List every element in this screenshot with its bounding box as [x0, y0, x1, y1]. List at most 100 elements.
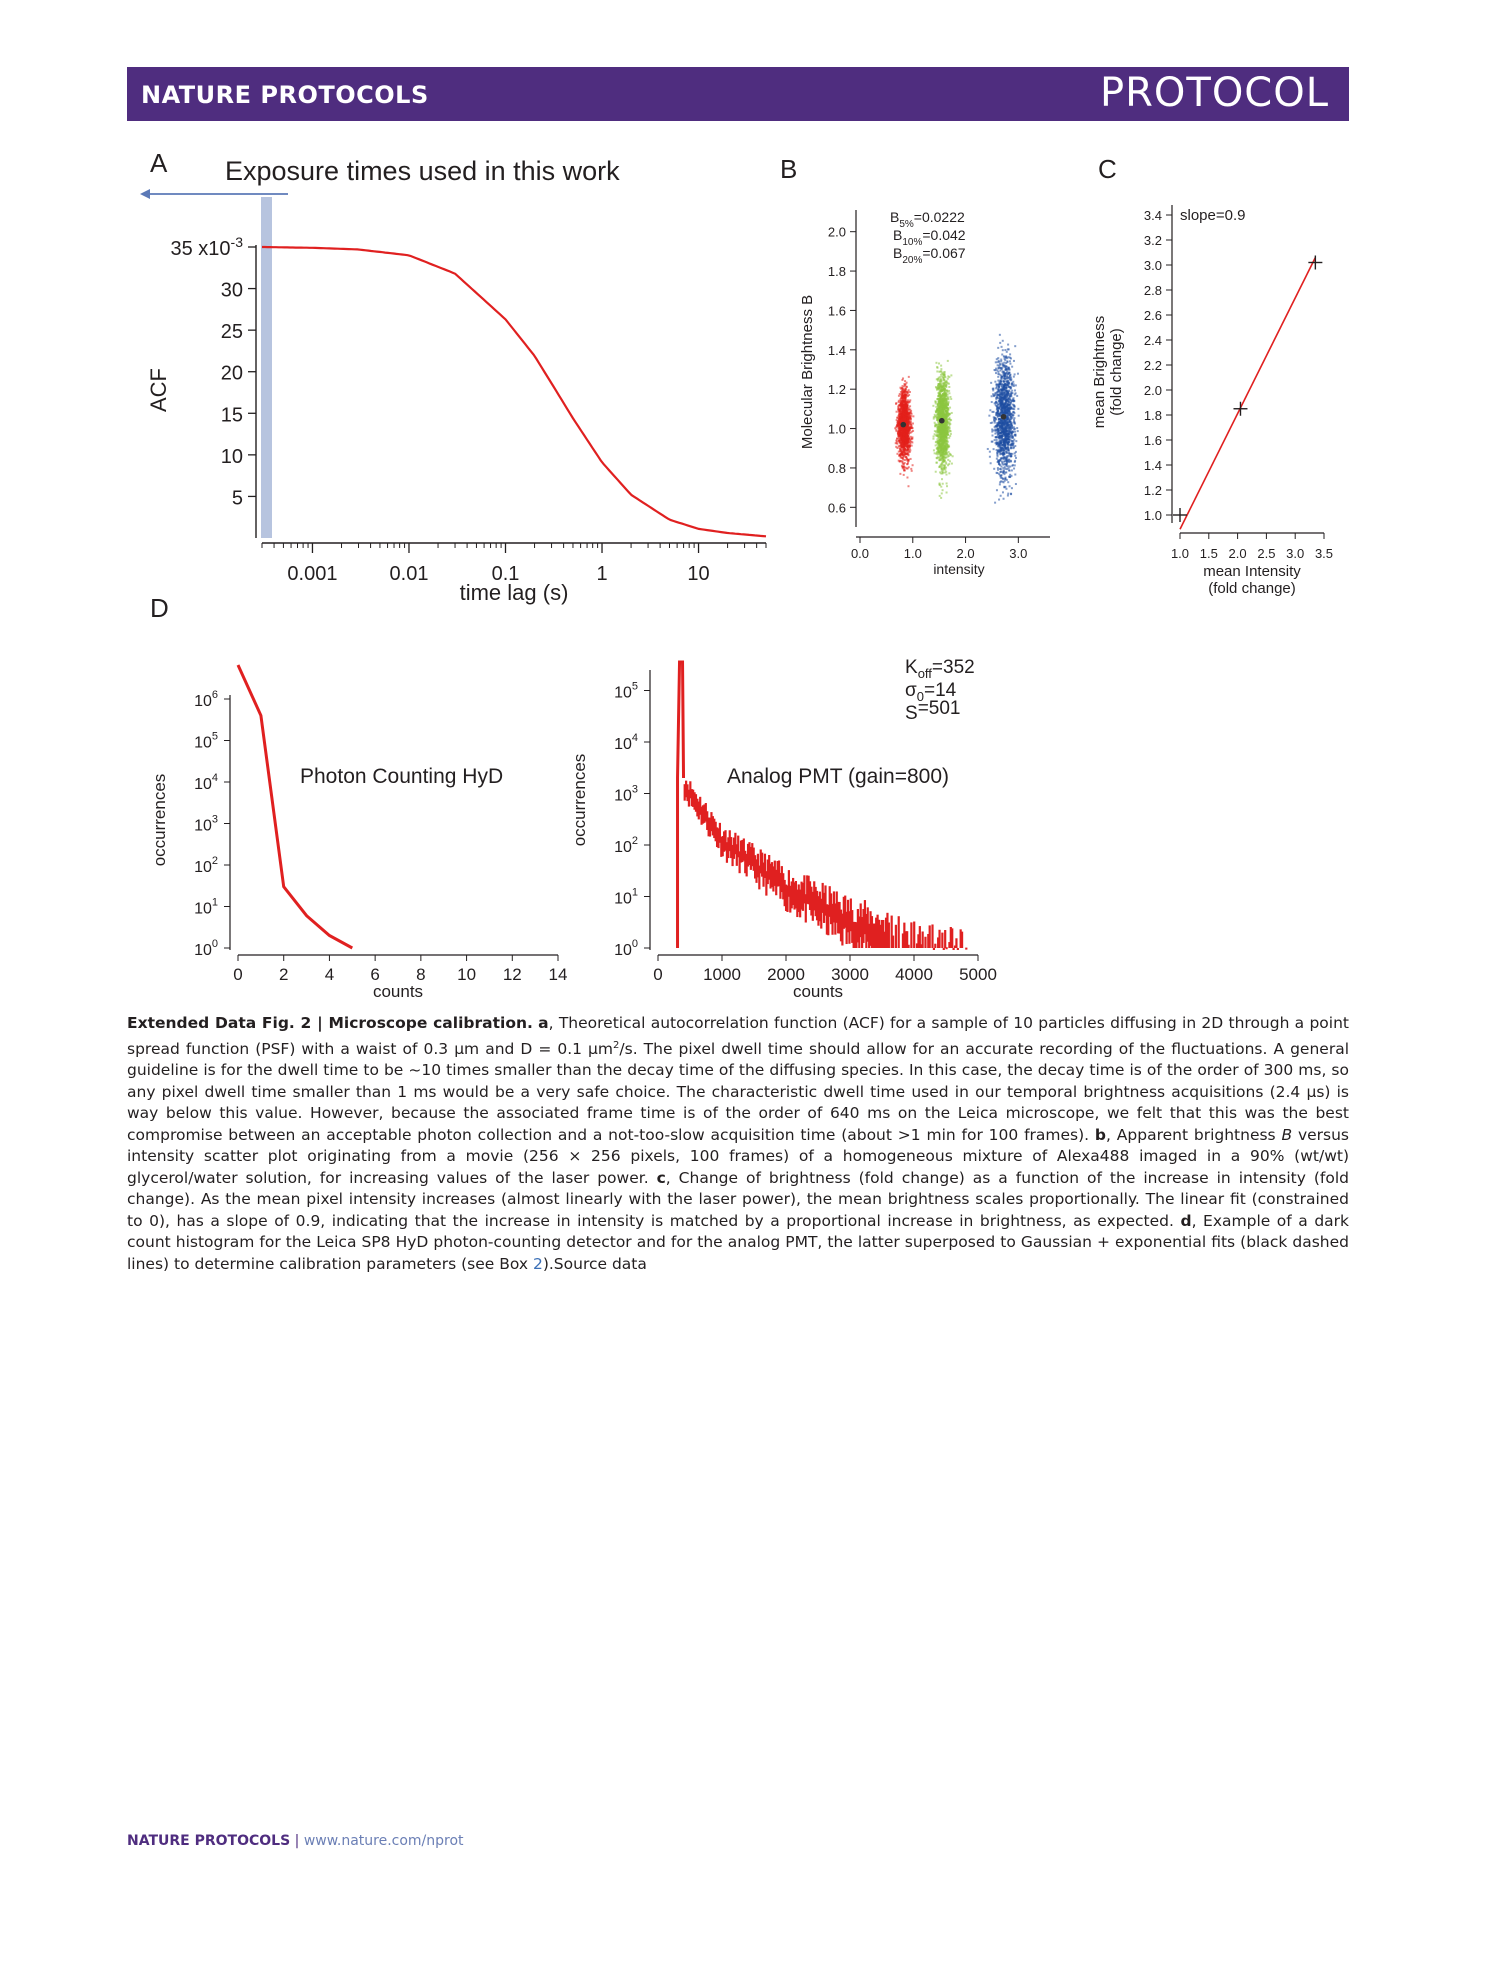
panel-d-right-y-tick-label-base: 10 [614, 942, 632, 959]
panel-b-scatter-point [936, 409, 939, 412]
panel-b-series-mean-marker [1000, 413, 1007, 420]
panel-b-scatter-point [934, 386, 937, 389]
panel-d-right-histogram-bar [837, 901, 840, 934]
panel-b-scatter-point [940, 407, 943, 410]
panel-b-scatter-point [990, 401, 993, 404]
panel-b-scatter-point [1000, 392, 1003, 395]
panel-d-right-histogram-bar [959, 929, 962, 948]
panel-b-scatter-point [903, 393, 906, 396]
panel-b-scatter-point [1006, 460, 1009, 463]
panel-b-scatter-point [998, 382, 1001, 385]
panel-b-scatter-point [904, 449, 907, 452]
panel-d-right-histogram-bar [737, 835, 740, 858]
panel-b-scatter-point [902, 397, 905, 400]
panel-b-scatter-point [1005, 439, 1008, 442]
panel-b-scatter-point [997, 357, 1000, 360]
panel-d-right-y-tick-label: 104 [614, 732, 638, 753]
panel-letter-c: C [1098, 154, 1117, 184]
panel-b-scatter-point [899, 455, 902, 458]
panel-b-scatter-point [910, 430, 913, 433]
panel-b-scatter-point [1000, 397, 1003, 400]
panel-b-scatter-point [1000, 368, 1003, 371]
panel-b-scatter-point [1009, 447, 1012, 450]
panel-b-scatter-point [904, 412, 907, 415]
panel-b-scatter-point [938, 388, 941, 391]
panel-b-scatter-point [940, 368, 943, 371]
panel-b-scatter-point [1006, 368, 1009, 371]
panel-b-scatter-point [905, 439, 908, 442]
panel-a-arrow-head [140, 189, 150, 199]
panel-b-scatter-point [950, 411, 953, 414]
panel-b-scatter-point [899, 411, 902, 414]
panel-b-scatter-point [941, 394, 944, 397]
panel-b-scatter-point [1011, 407, 1014, 410]
panel-d-right-y-tick-label-exponent: 2 [632, 835, 638, 847]
panel-d-right-histogram-bar [734, 832, 737, 855]
panel-b-scatter-point [1008, 469, 1011, 472]
panel-b-scatter-point [948, 436, 951, 439]
panel-b-scatter-point [937, 384, 940, 387]
panel-b-scatter-point [1000, 405, 1003, 408]
box-reference-link[interactable]: 2 [532, 1254, 543, 1273]
panel-b-scatter-point [898, 440, 901, 443]
panel-c-xlabel-line2: (fold change) [1208, 580, 1296, 597]
panel-b-scatter-point [1009, 399, 1012, 402]
panel-b-scatter-point [897, 394, 900, 397]
panel-d-right-title: Analog PMT (gain=800) [727, 765, 949, 788]
panel-b-scatter-point [939, 451, 942, 454]
panel-b-scatter-point [1008, 372, 1011, 375]
panel-b-scatter-point [933, 452, 936, 455]
panel-b-scatter-point [943, 425, 946, 428]
panel-b-scatter-point [900, 434, 903, 437]
panel-d-right-histogram-bar [842, 896, 845, 929]
panel-b-scatter-point [935, 447, 938, 450]
panel-d-left-xlabel: counts [373, 982, 423, 1001]
panel-b-scatter-point [998, 463, 1001, 466]
panel-b-scatter-point [1004, 438, 1007, 441]
panel-d-right-histogram-bar [953, 945, 957, 948]
panel-b-scatter-point [907, 438, 910, 441]
panel-letter-b: B [780, 154, 797, 184]
panel-d-left-x-tick-label: 12 [503, 965, 522, 984]
panel-b-scatter-point [1005, 404, 1008, 407]
panel-b-scatter-point [909, 435, 912, 438]
panel-d-right-histogram-bar [794, 881, 798, 909]
panel-d-right-histogram-bar [792, 877, 795, 906]
panel-b-scatter-point [942, 426, 945, 429]
panel-b-scatter-point [996, 409, 999, 412]
panel-b-scatter-point [1001, 463, 1004, 466]
panel-d-right-histogram-bar [779, 872, 782, 899]
panel-b-scatter-point [942, 376, 945, 379]
panel-b-scatter-point [1008, 376, 1011, 379]
panel-b-scatter-point [937, 441, 940, 444]
panel-b-scatter-point [946, 419, 949, 422]
panel-d-right-y-tick-label-exponent: 0 [632, 938, 638, 950]
panel-b-scatter-point [937, 402, 940, 405]
panel-b-scatter-point [937, 423, 940, 426]
panel-b-scatter-point [904, 380, 907, 383]
panel-d-right-histogram-bar [876, 914, 879, 948]
panel-d-right-histogram-bar [694, 794, 698, 812]
caption-label-c: c [656, 1168, 666, 1187]
panel-b-scatter-point [899, 413, 902, 416]
panel-b-scatter-point [903, 400, 906, 403]
panel-b-scatter-point [1007, 413, 1010, 416]
panel-b-scatter-point [1004, 444, 1007, 447]
panel-c-y-tick-label: 2.8 [1144, 283, 1162, 298]
panel-b-annotation-rest: =0.0222 [914, 209, 965, 225]
footer-url-link[interactable]: www.nature.com/nprot [303, 1833, 464, 1849]
panel-b-scatter-point [901, 452, 904, 455]
panel-d-left-y-tick-label-exponent: 0 [212, 938, 218, 950]
panel-b-scatter-point [998, 413, 1001, 416]
panel-b-scatter-point [1011, 416, 1014, 419]
panel-b-scatter-point [1016, 372, 1019, 375]
panel-b-scatter-point [1002, 433, 1005, 436]
panel-b-scatter-point [1006, 357, 1009, 360]
panel-b-scatter-point [899, 421, 902, 424]
panel-b-scatter-point [1008, 438, 1011, 441]
panel-b-scatter-point [1007, 442, 1010, 445]
panel-b-scatter-point [901, 449, 904, 452]
panel-b-scatter-point [936, 443, 939, 446]
panel-b-scatter-point [988, 455, 991, 458]
panel-b-scatter-point [995, 489, 998, 492]
